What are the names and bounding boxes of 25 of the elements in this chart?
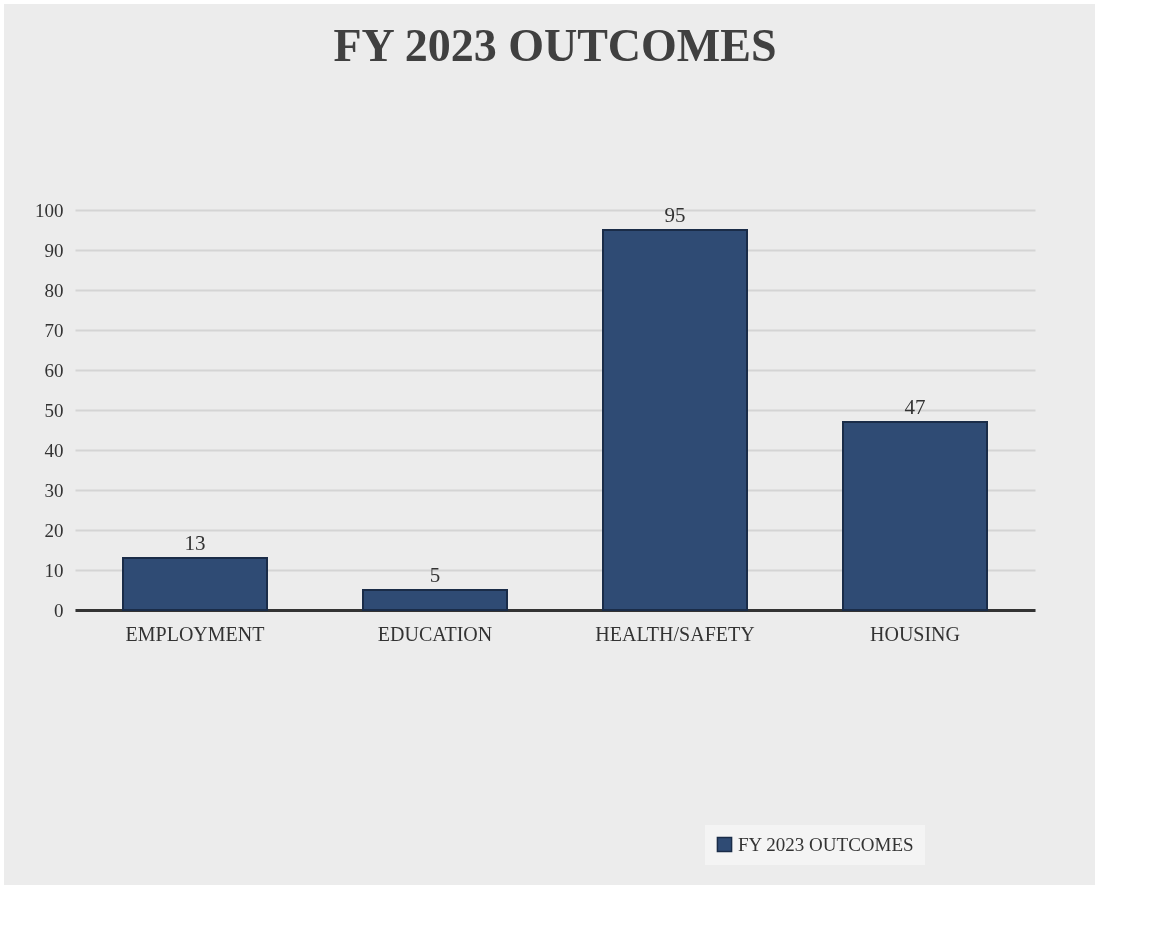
y-tick-label: 30 — [44, 479, 64, 501]
bar — [602, 229, 748, 611]
y-tick-label: 10 — [44, 559, 64, 581]
y-tick-label: 50 — [44, 399, 64, 421]
x-tick-label: EMPLOYMENT — [125, 622, 265, 645]
bar — [362, 589, 508, 611]
y-tick-label: 80 — [44, 279, 64, 301]
bar — [122, 557, 268, 611]
chart-title: FY 2023 OUTCOMES — [333, 20, 777, 71]
y-tick-label: 70 — [44, 319, 64, 341]
y-tick-label: 0 — [54, 599, 64, 621]
y-tick-label: 100 — [35, 199, 64, 221]
y-tick-label: 60 — [44, 359, 64, 381]
y-tick-label: 40 — [44, 439, 64, 461]
x-tick-label: HEALTH/SAFETY — [595, 622, 755, 645]
x-tick-label: HOUSING — [870, 622, 960, 645]
y-tick-label: 90 — [44, 239, 64, 261]
data-label: 47 — [904, 395, 926, 419]
y-tick-label: 20 — [44, 519, 64, 541]
legend-label: FY 2023 OUTCOMES — [738, 833, 914, 855]
data-label: 13 — [184, 531, 206, 555]
data-label: 5 — [429, 563, 441, 587]
x-tick-label: EDUCATION — [377, 622, 493, 645]
bar — [842, 421, 988, 611]
data-label: 95 — [664, 203, 686, 227]
